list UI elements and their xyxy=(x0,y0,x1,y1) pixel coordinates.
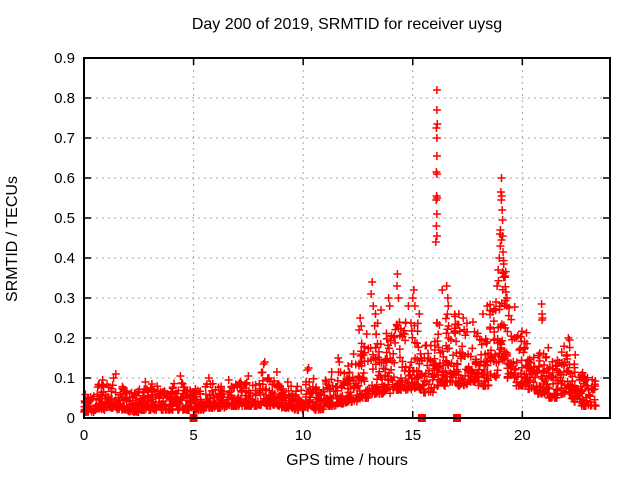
x-axis-label: GPS time / hours xyxy=(286,452,408,469)
y-tick-label: 0.6 xyxy=(54,170,75,187)
x-tick-label: 15 xyxy=(404,427,421,444)
y-tick-label: 0.4 xyxy=(54,250,75,267)
scatter-points-path xyxy=(80,86,600,416)
x-tick-label: 5 xyxy=(189,427,197,444)
tick-label-layer: 0 5 10 15 20 0 0.1 0.2 0.3 0.4 0.5 0.6 0.7 0.8 0.9 xyxy=(54,50,531,444)
y-tick-label: 0 xyxy=(67,410,75,427)
x-tick-label: 10 xyxy=(295,427,312,444)
y-tick-label: 0.9 xyxy=(54,50,75,67)
plot-border xyxy=(83,57,611,419)
y-tick-label: 0.3 xyxy=(54,290,75,307)
x-tick-label: 0 xyxy=(80,427,88,444)
y-tick-label: 0.2 xyxy=(54,330,75,347)
scatter-series-layer xyxy=(80,86,600,422)
x-tick-label: 20 xyxy=(514,427,531,444)
y-tick-label: 0.7 xyxy=(54,130,75,147)
y-tick-label: 0.8 xyxy=(54,90,75,107)
axis-layer xyxy=(83,57,611,419)
grid-layer xyxy=(84,58,610,418)
y-tick-label: 0.5 xyxy=(54,210,75,227)
y-tick-label: 0.1 xyxy=(54,370,75,387)
chart-title: Day 200 of 2019, SRMTID for receiver uys… xyxy=(191,16,503,33)
